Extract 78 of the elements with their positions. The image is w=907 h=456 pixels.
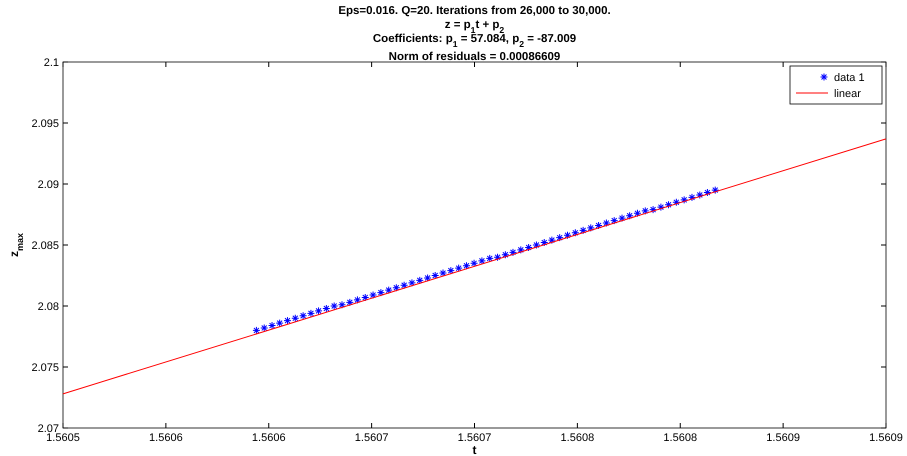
point (299, 312, 308, 320)
x-tick-label: 1.5609 (766, 432, 800, 444)
point (696, 190, 704, 199)
point (641, 206, 650, 215)
point (322, 304, 330, 312)
point (711, 186, 720, 194)
point (283, 316, 292, 325)
point (454, 264, 463, 272)
point (594, 221, 603, 230)
x-tick-label: 1.5608 (560, 432, 594, 444)
point (486, 254, 494, 262)
y-tick-label: 2.08 (38, 301, 59, 313)
point (626, 212, 634, 220)
point (571, 228, 580, 237)
point (361, 293, 370, 302)
point (564, 231, 572, 240)
y-tick-label: 2.09 (38, 179, 59, 191)
point (291, 314, 300, 322)
point (664, 200, 673, 209)
point (548, 236, 556, 244)
point (532, 241, 540, 249)
point (703, 188, 712, 197)
point (306, 309, 315, 318)
point (353, 296, 362, 304)
point (688, 193, 696, 202)
y-tick-label: 2.095 (31, 118, 59, 130)
x-tick-label: 1.5607 (458, 432, 492, 444)
point (252, 326, 260, 334)
y-tick-label: 2.085 (31, 240, 59, 252)
point (516, 246, 525, 254)
point (424, 274, 432, 282)
point (540, 238, 548, 247)
x-tick-label: 1.5609 (869, 432, 903, 444)
point (462, 262, 470, 270)
point (610, 216, 618, 225)
point (656, 203, 665, 212)
point (338, 300, 346, 309)
point (416, 276, 424, 284)
legend-label: data 1 (834, 72, 865, 84)
point (276, 319, 284, 328)
point (346, 298, 354, 306)
x-axis-title: t (472, 443, 476, 456)
point (508, 248, 517, 256)
point (330, 302, 338, 310)
point (431, 272, 440, 280)
y-tick-label: 2.075 (31, 362, 59, 374)
point (586, 224, 595, 232)
point (524, 243, 533, 252)
point (260, 324, 268, 332)
point (494, 253, 502, 262)
point (392, 284, 400, 292)
point (446, 266, 455, 275)
point (556, 234, 564, 242)
x-tick-label: 1.5608 (663, 432, 698, 444)
chart-title: Eps=0.016. Q=20. Iterations from 26,000 to 30,000. z = p$_{1}$t + p$_{2}$ Coefficients: p$_{1}$ = 57.084, p$_{2}$ = -87.009 Norm of residuals = 0.00086609 (338, 5, 611, 63)
point (501, 250, 510, 259)
y-tick-label: 2.1 (44, 57, 59, 69)
point (579, 226, 588, 234)
point (314, 306, 323, 315)
point (618, 214, 626, 222)
point (633, 209, 642, 218)
point (478, 256, 486, 265)
point (369, 291, 378, 300)
point (470, 259, 478, 268)
point (384, 286, 393, 294)
x-tick-label: 1.5606 (252, 432, 286, 444)
point (602, 219, 610, 228)
point (649, 206, 658, 214)
point (408, 278, 416, 287)
point (672, 198, 680, 206)
point (268, 322, 276, 330)
x-tick-label: 1.5605 (46, 432, 80, 444)
point (400, 281, 408, 290)
x-tick-label: 1.5607 (354, 432, 388, 444)
point (376, 288, 385, 297)
legend-label: linear (834, 88, 862, 100)
x-tick-label: 1.5606 (149, 432, 183, 444)
point (680, 196, 688, 204)
